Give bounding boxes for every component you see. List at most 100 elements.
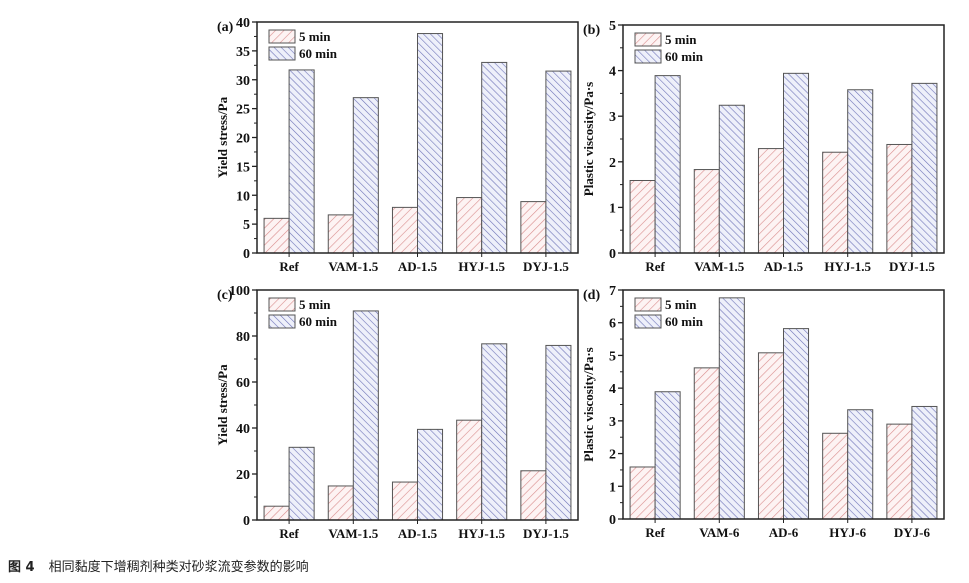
y-tick-label: 10 (236, 189, 250, 204)
legend-label: 60 min (299, 46, 338, 61)
y-tick-label: 1 (609, 201, 616, 216)
panel-label: (d) (583, 288, 600, 303)
bar-60min-hyj-1.5 (481, 61, 508, 254)
x-tick-label: HYJ-6 (829, 525, 866, 540)
y-tick-label: 0 (243, 514, 250, 529)
bar-5min-hyj-1.5 (456, 419, 483, 521)
legend-swatch-5min (268, 29, 296, 44)
y-tick-label: 1 (609, 480, 616, 495)
legend-label: 5 min (299, 297, 331, 312)
bar-5min-vam-1.5 (693, 169, 720, 254)
chart-panel-a: Ref VAM-1.5 AD-1.5 HYJ-1.5 DYJ-1.5 0 5 10 15 20 25… (215, 16, 579, 274)
y-tick-label: 30 (236, 74, 250, 89)
bar-60min-hyj-1.5 (847, 89, 874, 254)
bar-5min-vam-1.5 (327, 214, 354, 254)
y-tick-label: 40 (236, 16, 250, 31)
y-axis-label: Plastic viscosity/Pa·s (581, 347, 596, 461)
legend-label: 5 min (665, 297, 697, 312)
x-tick-label: Ref (279, 259, 299, 274)
bar-60min-dyj-1.5 (545, 70, 572, 254)
bar-60min-hyj-1.5 (481, 343, 508, 521)
y-tick-label: 35 (236, 45, 250, 60)
y-tick-label: 100 (229, 284, 250, 299)
bar-60min-ref (654, 75, 681, 254)
y-tick-label: 6 (609, 317, 616, 332)
bar-60min-vam-6 (718, 297, 745, 520)
bar-60min-dyj-1.5 (545, 344, 572, 521)
bar-5min-hyj-1.5 (456, 197, 483, 254)
y-tick-label: 7 (609, 284, 616, 299)
bar-5min-ref (263, 505, 290, 521)
panel-label: (a) (217, 20, 234, 35)
bar-60min-vam-1.5 (718, 104, 745, 254)
bar-5min-dyj-1.5 (520, 201, 547, 254)
legend-swatch-5min (634, 297, 662, 312)
bar-60min-ref (288, 69, 315, 254)
x-tick-label: VAM-6 (699, 525, 740, 540)
y-tick-label: 3 (609, 415, 616, 430)
y-axis-label: Yield stress/Pa (215, 96, 230, 178)
y-tick-label: 3 (609, 110, 616, 125)
y-tick-label: 20 (236, 468, 250, 483)
legend-swatch-60min (634, 314, 662, 329)
bar-60min-vam-1.5 (352, 310, 379, 521)
x-tick-label: DYJ-6 (894, 525, 931, 540)
x-tick-label: AD-1.5 (398, 526, 438, 541)
legend-swatch-60min (268, 46, 296, 61)
y-tick-label: 2 (609, 156, 616, 171)
legend-swatch-60min (634, 49, 662, 64)
chart-panel-d: Ref VAM-6 AD-6 HYJ-6 DYJ-6 0 1 2 3 4 5 6 7 Plastic vi… (581, 284, 945, 540)
bar-60min-dyj-6 (911, 405, 938, 520)
y-tick-label: 5 (243, 218, 250, 233)
y-tick-label: 15 (236, 160, 250, 175)
x-tick-label: DYJ-1.5 (889, 259, 935, 274)
legend-swatch-5min (634, 32, 662, 47)
bar-5min-ref (629, 179, 656, 254)
x-tick-label: AD-1.5 (398, 259, 438, 274)
figure-number: 图 4 (8, 560, 35, 575)
bar-5min-vam-1.5 (327, 485, 354, 521)
bar-60min-ref (288, 446, 315, 521)
panel-label: (c) (217, 288, 233, 303)
panel-label: (b) (583, 23, 600, 38)
bar-60min-ad-1.5 (417, 428, 444, 521)
x-tick-label: VAM-1.5 (694, 259, 744, 274)
chart-panel-b: Ref VAM-1.5 AD-1.5 HYJ-1.5 DYJ-1.5 0 1 2 3 4 5 Plas… (581, 19, 945, 274)
y-axis-label: Plastic viscosity/Pa·s (581, 82, 596, 196)
bar-5min-ref (263, 217, 290, 254)
legend-label: 5 min (299, 29, 331, 44)
bar-5min-hyj-1.5 (822, 151, 849, 254)
x-tick-label: DYJ-1.5 (523, 526, 569, 541)
bar-5min-ad-1.5 (391, 481, 419, 521)
x-tick-label: VAM-1.5 (328, 526, 378, 541)
y-tick-label: 25 (236, 103, 250, 118)
bar-5min-dyj-1.5 (520, 470, 547, 521)
legend-label: 60 min (665, 49, 704, 64)
bar-5min-hyj-6 (822, 432, 849, 520)
bar-60min-ad-1.5 (783, 72, 810, 254)
bar-60min-ad-1.5 (417, 33, 444, 254)
legend-label: 60 min (665, 314, 704, 329)
x-tick-label: HYJ-1.5 (458, 526, 505, 541)
y-tick-label: 4 (609, 382, 616, 397)
bar-5min-dyj-1.5 (886, 143, 913, 254)
x-tick-label: HYJ-1.5 (824, 259, 871, 274)
x-tick-label: DYJ-1.5 (523, 259, 569, 274)
bar-5min-ad-6 (757, 352, 784, 520)
legend-label: 5 min (665, 32, 697, 47)
y-tick-label: 0 (243, 247, 250, 262)
legend-label: 60 min (299, 314, 338, 329)
bar-5min-vam-6 (693, 367, 720, 520)
figure-caption: 图 4 相同黏度下增稠剂种类对砂浆流变参数的影响 (8, 556, 309, 575)
chart-panel-c: Ref VAM-1.5 AD-1.5 HYJ-1.5 DYJ-1.5 0 20 40 60 80 1… (215, 284, 579, 541)
bar-60min-ref (654, 391, 681, 520)
caption-text: 相同黏度下增稠剂种类对砂浆流变参数的影响 (48, 560, 309, 575)
x-tick-label: Ref (279, 526, 299, 541)
x-tick-label: HYJ-1.5 (458, 259, 505, 274)
bar-60min-hyj-6 (847, 409, 874, 520)
y-axis-label: Yield stress/Pa (215, 364, 230, 446)
x-tick-label: VAM-1.5 (328, 259, 378, 274)
bar-5min-ad-1.5 (391, 206, 419, 254)
legend-swatch-5min (268, 297, 296, 312)
